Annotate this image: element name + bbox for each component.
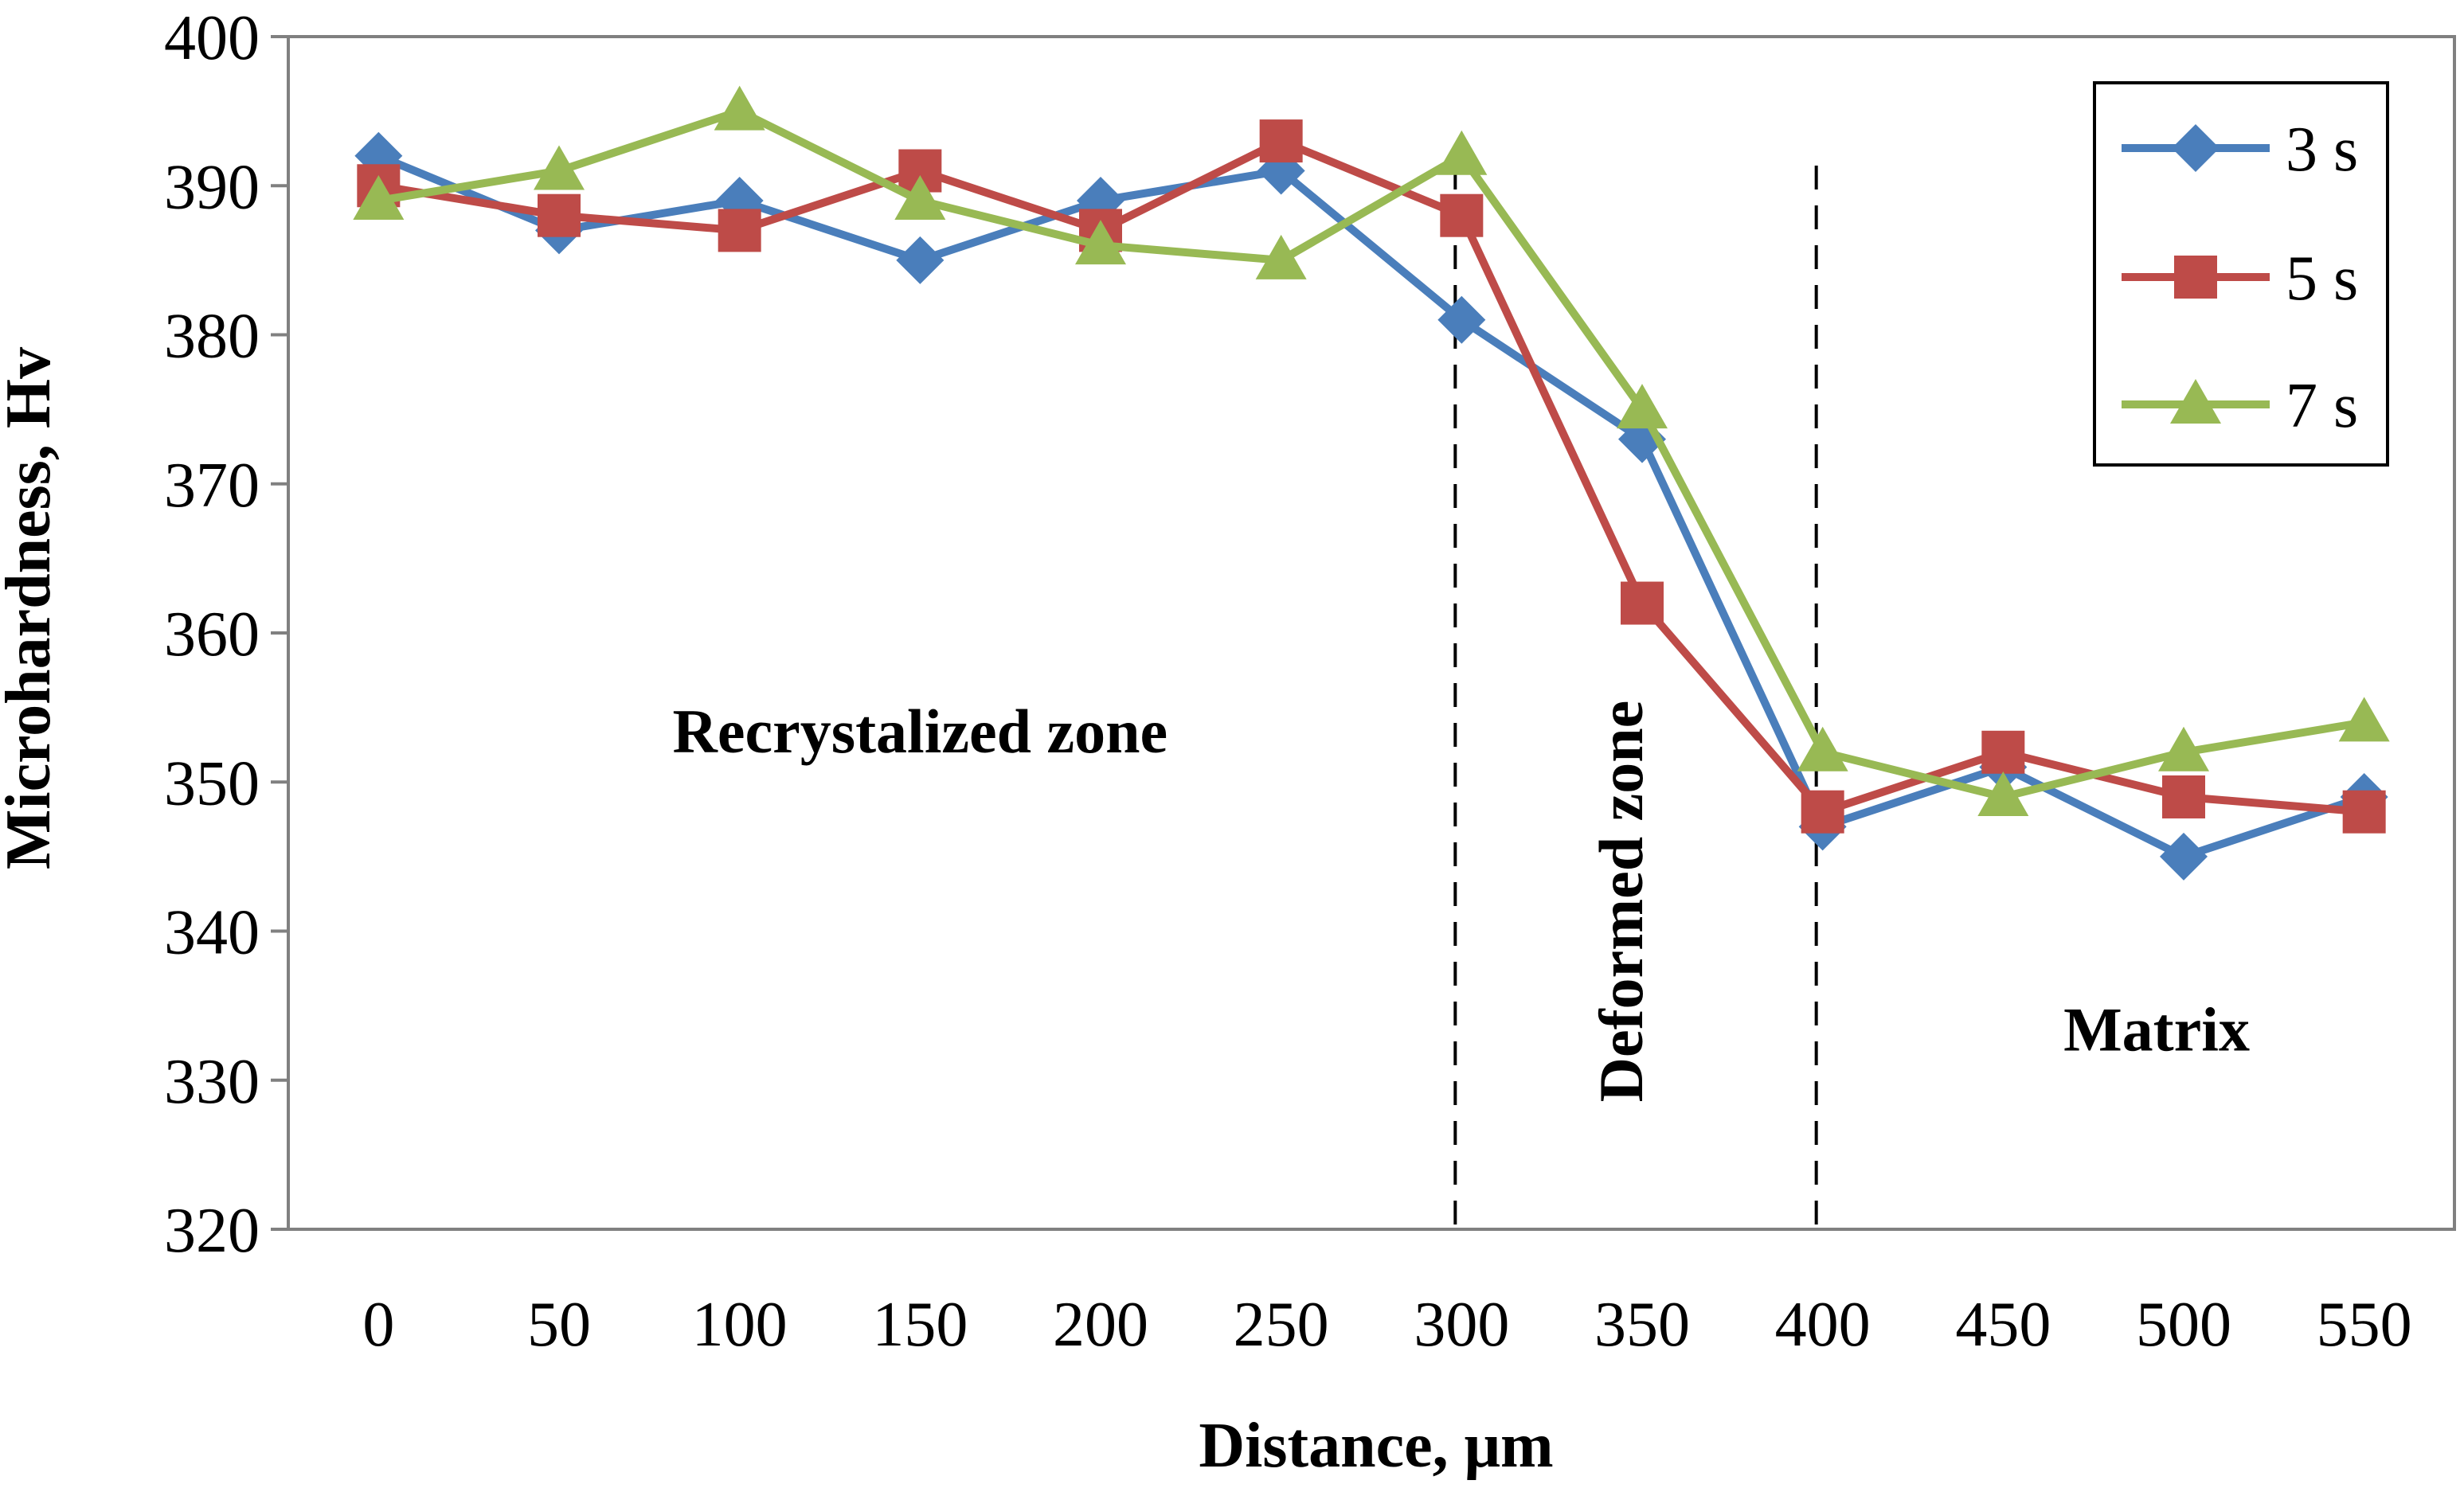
series-7s-point	[2338, 697, 2390, 742]
x-tick-label: 250	[1234, 1290, 1329, 1360]
zone-boundaries	[1453, 166, 1818, 1229]
series-7s	[353, 85, 2390, 816]
y-axis-title: Microhardness, Hv	[0, 347, 64, 869]
legend-item: 7 s	[2122, 371, 2358, 441]
zone-label-recrystalized: Recrystalized zone	[673, 697, 1168, 766]
x-tick-label: 150	[872, 1290, 968, 1360]
x-axis-title: Distance, μm	[1199, 1411, 1553, 1481]
series-5s-point	[1259, 119, 1303, 163]
zone-label-deformed: Deformed zone	[1586, 701, 1656, 1103]
y-tick-label: 340	[164, 898, 260, 968]
series-5s-line	[377, 137, 2365, 816]
series-5s-point	[2342, 790, 2386, 834]
series-5s-point	[1440, 193, 1484, 237]
y-tick-label: 380	[164, 302, 260, 372]
y-tick-label: 370	[164, 451, 260, 521]
series-5s	[357, 119, 2386, 834]
legend: 3 s 5 s 7 s	[2093, 81, 2389, 467]
series-3s-point	[1437, 295, 1486, 344]
series-7s-point	[1617, 384, 1668, 429]
y-tick-label: 400	[164, 3, 260, 73]
legend-label: 3 s	[2286, 115, 2358, 185]
x-tick-label: 550	[2317, 1290, 2412, 1360]
series-5s-point	[718, 209, 761, 252]
series-7s-point	[1797, 726, 1848, 771]
x-tick-label: 0	[362, 1290, 394, 1360]
series-3s-point	[2160, 832, 2208, 881]
series-7s-point	[534, 145, 585, 190]
legend-item: 3 s	[2122, 115, 2358, 185]
legend-label: 5 s	[2286, 244, 2358, 314]
series-5s-point	[1801, 790, 1844, 834]
y-tick-label: 350	[164, 748, 260, 818]
legend-swatch-marker	[2172, 124, 2220, 172]
y-tick-label: 360	[164, 600, 260, 670]
y-tick-label: 320	[164, 1196, 260, 1266]
legend-swatch-marker	[2174, 256, 2217, 299]
zone-annotations: Recrystalized zone Deformed zone Matrix	[673, 697, 2250, 1103]
series-5s-point	[2162, 775, 2205, 818]
series-7s-line	[377, 107, 2365, 801]
series-7s-point	[353, 174, 405, 220]
series-3s-line	[377, 152, 2366, 861]
x-tick-label: 50	[527, 1290, 591, 1360]
x-tick-label: 350	[1594, 1290, 1690, 1360]
series-7s-point	[894, 174, 946, 220]
y-tick-label: 390	[164, 152, 260, 222]
axes: 320 330 340 350 360 370 380 390 400 0 50 100 150 200 2…	[164, 3, 2456, 1360]
y-tick-label: 330	[164, 1047, 260, 1117]
x-tick-label: 200	[1053, 1290, 1148, 1360]
legend-item: 5 s	[2122, 244, 2358, 314]
series-3s-point	[896, 236, 945, 284]
series-7s-point	[1075, 220, 1126, 265]
series-7s-point	[1255, 234, 1307, 279]
series-5s-point	[1621, 581, 1664, 625]
legend-swatch-marker	[2170, 379, 2221, 424]
legend-label: 7 s	[2286, 371, 2358, 441]
x-tick-label: 500	[2136, 1290, 2231, 1360]
x-tick-label: 450	[1955, 1290, 2051, 1360]
zone-label-matrix: Matrix	[2063, 994, 2250, 1064]
series-5s-point	[538, 193, 581, 237]
x-tick-label: 400	[1775, 1290, 1871, 1360]
series	[353, 85, 2390, 881]
series-7s-point	[1436, 130, 1488, 175]
series-7s-point	[2158, 726, 2209, 771]
series-5s-point	[1981, 730, 2025, 774]
series-7s-point	[714, 85, 765, 131]
series-7s-point	[1977, 771, 2029, 816]
x-tick-label: 300	[1414, 1290, 1509, 1360]
x-tick-label: 100	[692, 1290, 788, 1360]
